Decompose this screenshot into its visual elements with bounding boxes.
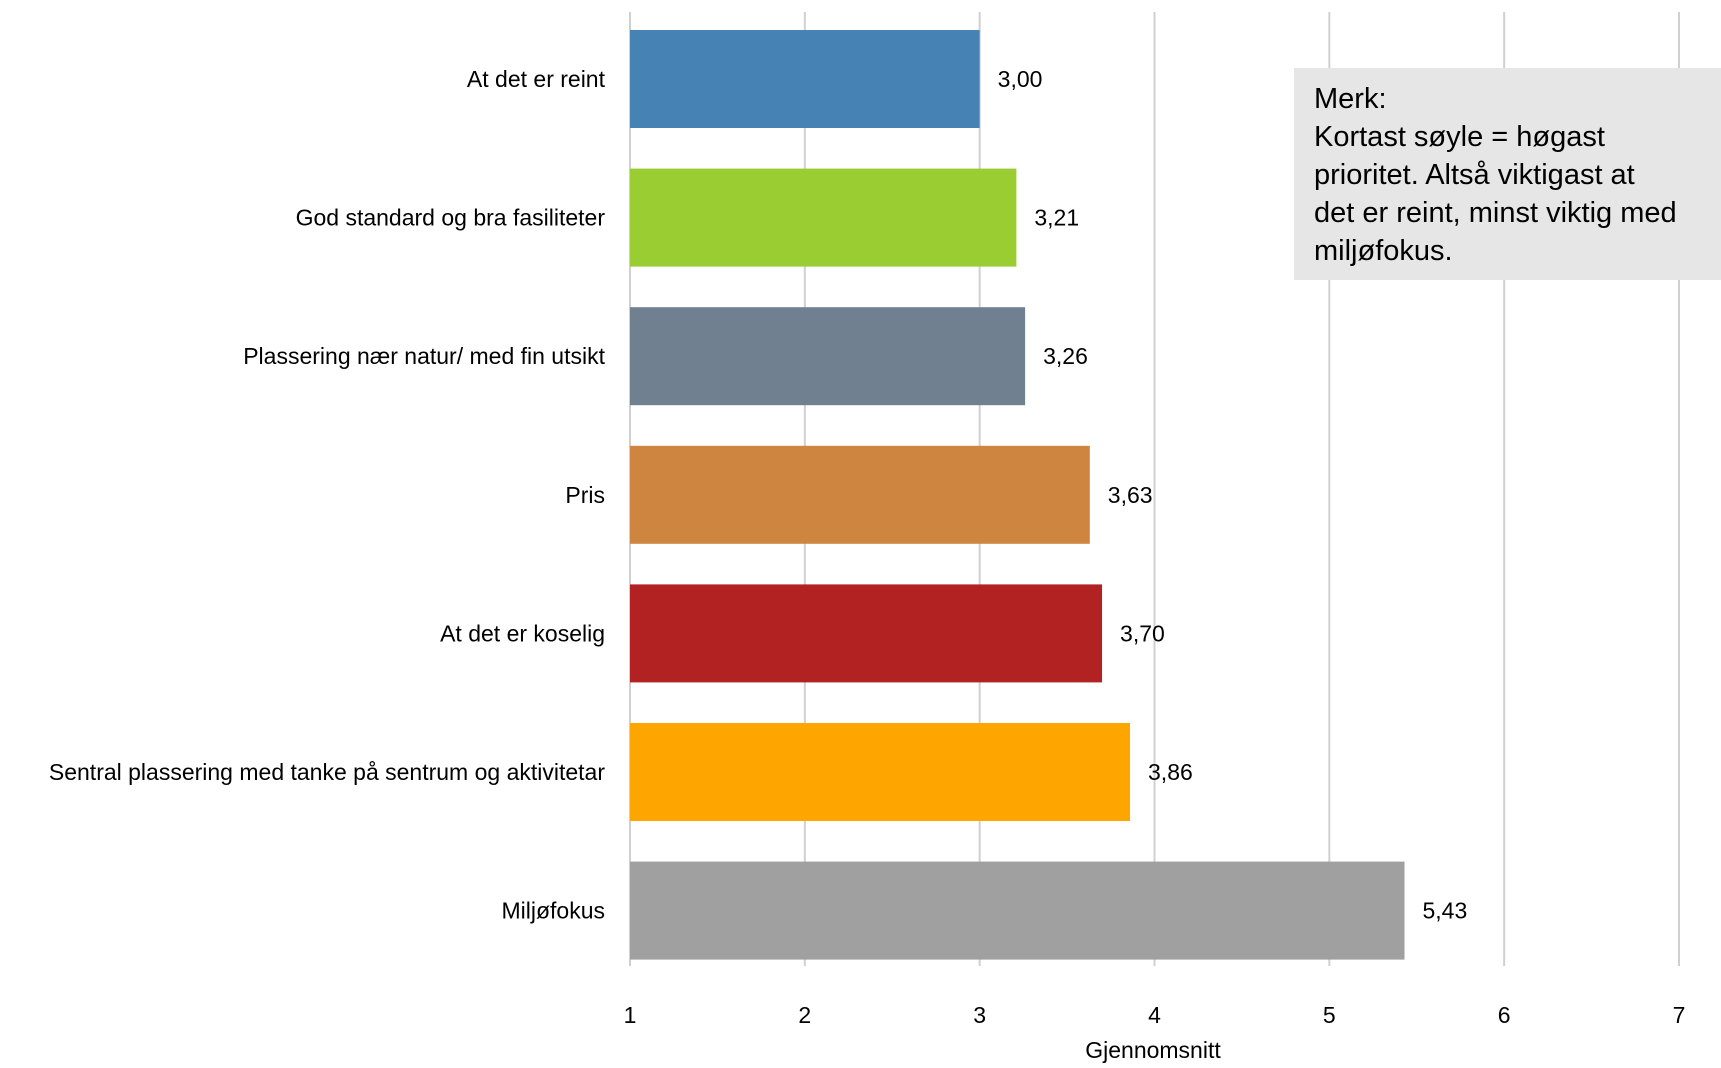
- x-tick-label: 6: [1498, 1002, 1511, 1028]
- value-label: 3,26: [1043, 343, 1088, 369]
- note-line-3: det er reint, minst viktig med: [1314, 197, 1677, 229]
- value-labels: 3,00 3,21 3,26 3,63 3,70 3,86 5,43: [998, 66, 1468, 924]
- bar: [630, 445, 1090, 544]
- note-box: Merk: Kortast søyle = høgast prioritet. …: [1294, 68, 1721, 280]
- value-label: 3,63: [1108, 482, 1153, 508]
- x-tick-label: 1: [624, 1002, 637, 1028]
- value-label: 3,70: [1120, 620, 1165, 646]
- value-label: 3,86: [1148, 759, 1193, 785]
- bars: [630, 30, 1405, 960]
- value-label: 5,43: [1423, 898, 1468, 924]
- note-line-4: miljøfokus.: [1314, 235, 1453, 267]
- x-tick-label: 2: [798, 1002, 811, 1028]
- bar: [630, 30, 980, 128]
- value-label: 3,21: [1034, 205, 1079, 231]
- bar: [630, 584, 1103, 683]
- bar: [630, 723, 1131, 821]
- note-line-1: Kortast søyle = høgast: [1314, 121, 1605, 153]
- category-label: God standard og bra fasiliteter: [296, 205, 606, 231]
- x-tick-label: 4: [1148, 1002, 1161, 1028]
- bar: [630, 307, 1026, 406]
- value-label: 3,00: [998, 66, 1043, 92]
- x-axis-title: Gjennomsnitt: [1085, 1037, 1221, 1063]
- x-tick-label: 5: [1323, 1002, 1336, 1028]
- bar: [630, 168, 1017, 267]
- category-label: Pris: [565, 482, 605, 508]
- category-label: Miljøfokus: [501, 898, 605, 924]
- category-label: Plassering nær natur/ med fin utsikt: [243, 343, 605, 369]
- note-title: Merk:: [1314, 83, 1387, 115]
- category-label: Sentral plassering med tanke på sentrum …: [49, 759, 605, 785]
- note-line-2: prioritet. Altså viktigast at: [1314, 159, 1635, 191]
- category-labels: At det er reint God standard og bra fasil…: [49, 66, 606, 924]
- category-label: At det er reint: [467, 66, 606, 92]
- x-axis-ticks: 1 2 3 4 5 6 7: [624, 1002, 1686, 1028]
- category-label: At det er koselig: [440, 620, 605, 646]
- bar: [630, 861, 1405, 960]
- x-tick-label: 7: [1673, 1002, 1686, 1028]
- x-tick-label: 3: [973, 1002, 986, 1028]
